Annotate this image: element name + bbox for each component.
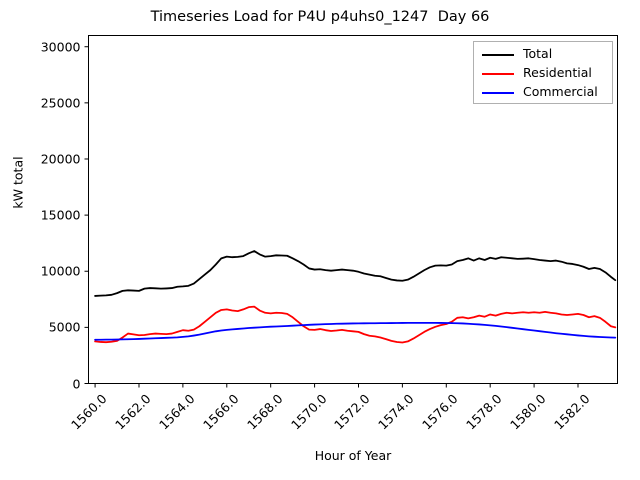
y-tick-label: 5000	[48, 319, 81, 335]
legend-swatch-residential	[482, 72, 514, 75]
y-tick-marks	[84, 46, 89, 384]
y-tick-label: 15000	[40, 207, 81, 223]
chart-legend: Total Residential Commercial	[473, 41, 613, 104]
legend-item-total: Total	[482, 45, 552, 64]
series-line-residential	[94, 305, 617, 344]
x-tick-marks	[94, 383, 579, 388]
axes-frame	[88, 35, 618, 384]
legend-label-total: Total	[523, 46, 553, 62]
y-tick-label: 0	[72, 376, 81, 391]
y-tick-label: 10000	[40, 263, 81, 279]
legend-item-residential: Residential	[482, 64, 592, 83]
legend-item-commercial: Commercial	[482, 83, 598, 102]
y-tick-label: 20000	[40, 151, 81, 167]
legend-label-commercial: Commercial	[523, 84, 598, 100]
legend-label-residential: Residential	[523, 65, 592, 81]
chart-title: Timeseries Load for P4U p4uhs0_1247 Day …	[150, 9, 490, 25]
legend-swatch-total	[482, 53, 514, 56]
series-lines	[94, 250, 617, 344]
series-line-total	[94, 250, 617, 297]
x-axis-label: Hour of Year	[314, 448, 392, 463]
series-line-commercial	[94, 321, 617, 341]
legend-swatch-commercial	[482, 91, 514, 94]
y-tick-label: 25000	[40, 95, 81, 111]
y-tick-label: 30000	[40, 39, 81, 55]
